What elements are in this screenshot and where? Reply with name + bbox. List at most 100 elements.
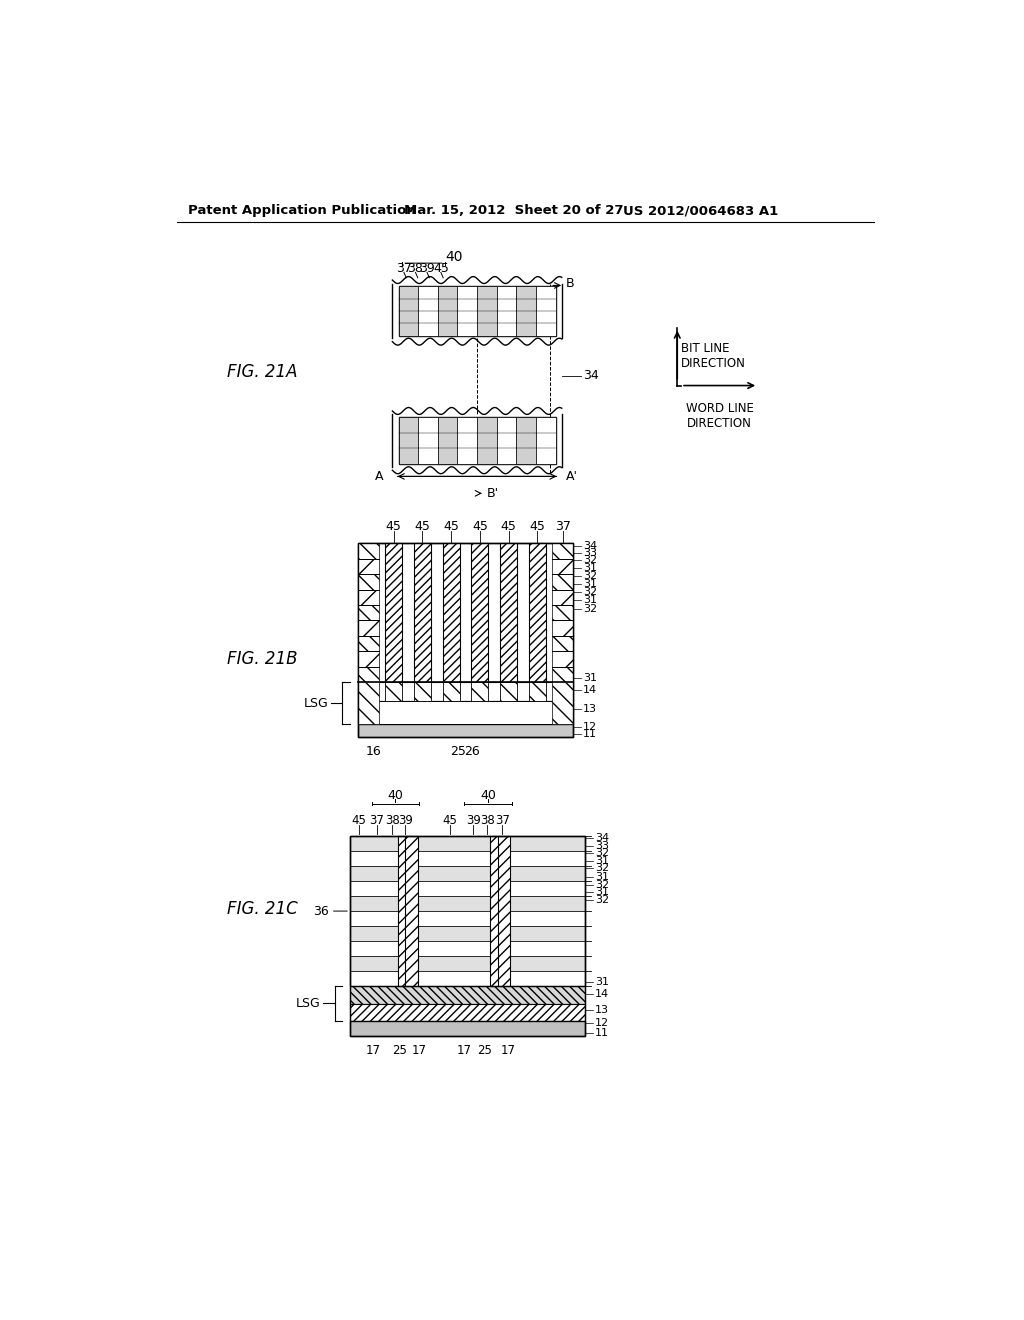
Text: 38: 38 xyxy=(408,261,423,275)
Bar xyxy=(414,682,431,701)
Text: 17: 17 xyxy=(457,1044,471,1056)
Bar xyxy=(477,286,497,335)
Text: 17: 17 xyxy=(412,1044,427,1056)
Text: 36: 36 xyxy=(312,904,329,917)
Text: 40: 40 xyxy=(480,789,496,803)
Bar xyxy=(552,651,573,667)
Text: US 2012/0064683 A1: US 2012/0064683 A1 xyxy=(624,205,778,218)
Text: 33: 33 xyxy=(584,548,597,558)
Text: FIG. 21A: FIG. 21A xyxy=(226,363,297,381)
Bar xyxy=(357,620,379,636)
Text: 32: 32 xyxy=(595,863,609,874)
Text: BIT LINE
DIRECTION: BIT LINE DIRECTION xyxy=(681,342,746,371)
Text: 45: 45 xyxy=(529,520,546,533)
Bar xyxy=(552,605,573,620)
Bar xyxy=(471,682,488,701)
Text: 37: 37 xyxy=(555,520,570,533)
Bar xyxy=(471,544,488,682)
Text: 32: 32 xyxy=(584,587,597,597)
Bar xyxy=(357,558,379,574)
Text: 34: 34 xyxy=(584,370,599,381)
Bar xyxy=(398,417,418,465)
Bar xyxy=(350,1005,585,1020)
Text: 32: 32 xyxy=(584,570,597,581)
Text: 39: 39 xyxy=(398,814,413,828)
Text: 17: 17 xyxy=(501,1044,515,1056)
Text: 16: 16 xyxy=(366,744,381,758)
Text: 45: 45 xyxy=(472,520,487,533)
Bar xyxy=(357,682,573,701)
Bar xyxy=(529,682,546,701)
Bar xyxy=(442,682,460,701)
Bar xyxy=(350,956,585,972)
Text: 31: 31 xyxy=(584,673,597,684)
Bar xyxy=(458,286,477,335)
Text: 40: 40 xyxy=(387,789,403,803)
Bar xyxy=(357,725,573,738)
Text: 31: 31 xyxy=(584,594,597,605)
Text: 39: 39 xyxy=(466,814,480,828)
Bar xyxy=(357,605,379,620)
Bar xyxy=(552,667,573,682)
Bar xyxy=(490,836,503,986)
Text: 31: 31 xyxy=(595,887,609,898)
Text: A': A' xyxy=(565,470,578,483)
Bar xyxy=(385,682,402,701)
Bar xyxy=(350,1020,585,1036)
Text: 25: 25 xyxy=(450,744,466,758)
Bar xyxy=(397,836,410,986)
Bar xyxy=(552,590,573,605)
Text: 45: 45 xyxy=(501,520,516,533)
Text: FIG. 21B: FIG. 21B xyxy=(226,649,297,668)
Text: 34: 34 xyxy=(584,541,597,550)
Bar xyxy=(477,417,497,465)
Bar xyxy=(350,866,585,880)
Bar xyxy=(350,972,585,986)
Bar xyxy=(500,682,517,701)
Text: 45: 45 xyxy=(352,814,367,828)
Text: 45: 45 xyxy=(415,520,430,533)
Bar xyxy=(552,636,573,651)
Text: 13: 13 xyxy=(595,1005,609,1015)
Text: 37: 37 xyxy=(370,814,384,828)
Bar xyxy=(516,286,536,335)
Bar xyxy=(350,851,585,866)
Text: 31: 31 xyxy=(595,977,609,987)
Text: 32: 32 xyxy=(584,603,597,614)
Bar xyxy=(357,701,573,725)
Text: 45: 45 xyxy=(443,520,459,533)
Bar xyxy=(357,590,379,605)
Bar xyxy=(552,544,573,558)
Text: 17: 17 xyxy=(366,1044,381,1056)
Text: LSG: LSG xyxy=(304,697,329,710)
Text: 32: 32 xyxy=(595,895,609,906)
Bar xyxy=(350,896,585,911)
Bar xyxy=(350,880,585,896)
Bar xyxy=(350,836,585,986)
Bar xyxy=(497,286,516,335)
Bar xyxy=(418,286,438,335)
Bar xyxy=(357,544,573,725)
Text: 25: 25 xyxy=(392,1044,408,1056)
Text: FIG. 21C: FIG. 21C xyxy=(226,900,298,919)
Bar xyxy=(552,574,573,590)
Bar xyxy=(350,836,585,1036)
Text: 31: 31 xyxy=(584,564,597,573)
Text: 34: 34 xyxy=(595,833,609,843)
Bar xyxy=(552,558,573,574)
Bar xyxy=(414,544,431,682)
Text: 45: 45 xyxy=(386,520,401,533)
Bar xyxy=(536,417,556,465)
Text: 32: 32 xyxy=(595,879,609,890)
Text: 13: 13 xyxy=(584,704,597,714)
Text: 33: 33 xyxy=(595,841,609,851)
Text: 38: 38 xyxy=(479,814,495,828)
Text: 45: 45 xyxy=(433,261,449,275)
Text: 26: 26 xyxy=(464,744,479,758)
Bar xyxy=(516,417,536,465)
Text: A: A xyxy=(375,470,383,483)
Text: 12: 12 xyxy=(595,1018,609,1028)
Text: 31: 31 xyxy=(595,855,609,866)
Bar xyxy=(350,941,585,956)
Text: LSG: LSG xyxy=(296,997,321,1010)
